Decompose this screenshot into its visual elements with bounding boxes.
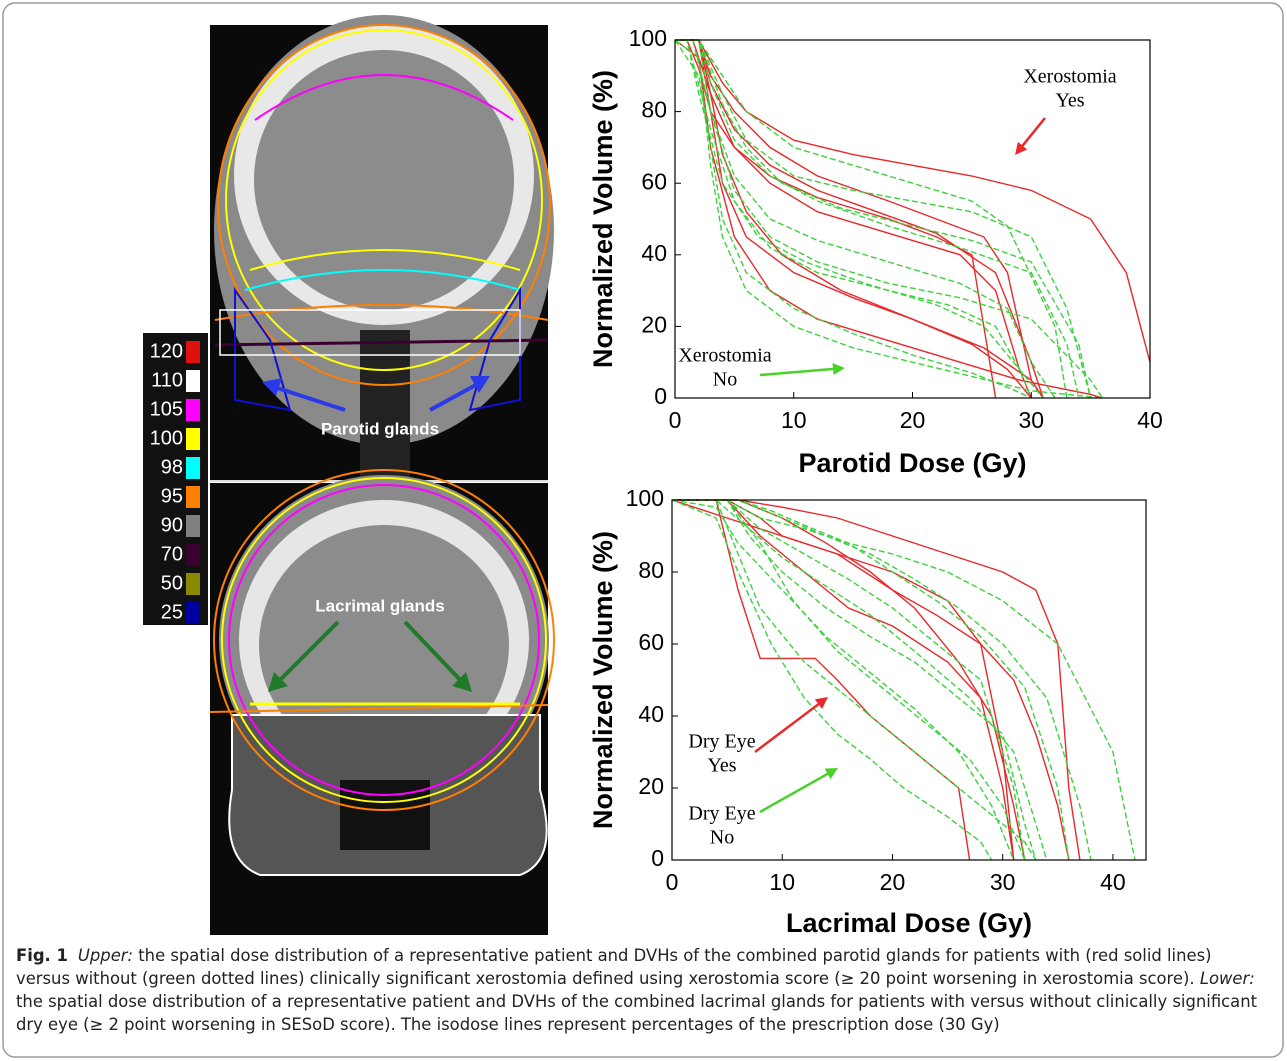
x-tick-label: 20 — [880, 869, 906, 895]
annotation-text: No — [713, 369, 737, 391]
colorbar-label: 100 — [150, 427, 183, 449]
annotation-text: Xerostomia — [678, 345, 771, 367]
colorbar-label: 95 — [161, 485, 183, 507]
y-tick-label: 100 — [629, 25, 667, 51]
x-tick-label: 10 — [781, 407, 807, 433]
caption-text: Lower: — [1200, 969, 1255, 988]
caption: Fig. 1 Upper: the spatial dose distributi… — [16, 944, 1266, 1036]
colorbar-swatch — [186, 399, 200, 421]
colorbar-label: 50 — [161, 572, 183, 594]
colorbar-label: 70 — [161, 543, 183, 565]
colorbar-label: 120 — [150, 340, 183, 362]
y-tick-label: 0 — [654, 383, 667, 409]
image-label: Lacrimal glands — [315, 596, 444, 615]
y-axis-label: Normalized Volume (%) — [588, 531, 618, 829]
x-axis-label: Parotid Dose (Gy) — [798, 448, 1026, 478]
colorbar-label: 105 — [150, 398, 183, 420]
annotation-arrow — [1020, 118, 1045, 149]
annotation-text: No — [710, 827, 734, 849]
upper-ct-image — [210, 15, 554, 481]
y-tick-label: 80 — [638, 557, 664, 583]
y-tick-label: 60 — [641, 168, 667, 194]
y-tick-label: 20 — [641, 311, 667, 337]
colorbar-label: 25 — [161, 601, 183, 623]
annotation-text: Yes — [1055, 90, 1084, 112]
y-tick-label: 20 — [638, 773, 664, 799]
x-tick-label: 40 — [1137, 407, 1163, 433]
colorbar-swatch — [186, 457, 200, 479]
y-tick-label: 60 — [638, 629, 664, 655]
colorbar-swatch — [186, 602, 200, 624]
annotation-arrow — [760, 369, 837, 375]
y-tick-label: 40 — [638, 701, 664, 727]
caption-text: Upper: — [78, 946, 133, 965]
x-tick-label: 10 — [769, 869, 795, 895]
annotation-arrowhead — [833, 363, 845, 375]
annotation-arrow — [755, 702, 822, 752]
colorbar-swatch — [186, 515, 200, 537]
colorbar-swatch — [186, 341, 200, 363]
annotation-arrowhead — [815, 697, 828, 709]
colorbar-label: 90 — [161, 514, 183, 536]
x-tick-label: 40 — [1100, 869, 1126, 895]
colorbar-swatch — [186, 428, 200, 450]
colorbar-label: 98 — [161, 456, 183, 478]
colorbar-label: 110 — [151, 369, 183, 391]
lower-ct-image — [210, 470, 554, 935]
annotation-text: Dry Eye — [688, 803, 755, 825]
y-axis-label: Normalized Volume (%) — [588, 70, 618, 368]
annotation-text: Yes — [707, 755, 736, 777]
figure-label: Fig. 1 — [16, 946, 68, 965]
annotation-text: Dry Eye — [688, 731, 755, 753]
colorbar-swatch — [186, 486, 200, 508]
x-tick-label: 0 — [669, 407, 682, 433]
figure: Parotid glands Lacrimal glands 120110105… — [0, 0, 1287, 1061]
colorbar-swatch — [186, 573, 200, 595]
y-tick-label: 100 — [626, 485, 664, 511]
x-tick-label: 30 — [1018, 407, 1044, 433]
colorbar-swatch — [186, 544, 200, 566]
colorbar-swatch — [186, 370, 200, 392]
x-axis-label: Lacrimal Dose (Gy) — [786, 908, 1032, 938]
y-tick-label: 40 — [641, 240, 667, 266]
annotation-text: Xerostomia — [1023, 66, 1116, 88]
y-tick-label: 80 — [641, 97, 667, 123]
x-tick-label: 20 — [900, 407, 926, 433]
x-tick-label: 30 — [990, 869, 1016, 895]
y-tick-label: 0 — [651, 845, 664, 871]
annotation-arrow — [760, 772, 831, 812]
caption-text: the spatial dose distribution of a repre… — [16, 992, 1257, 1034]
image-label: Parotid glands — [321, 419, 439, 438]
caption-text: the spatial dose distribution of a repre… — [16, 946, 1212, 988]
page: Parotid glands Lacrimal glands 120110105… — [0, 0, 1287, 1061]
x-tick-label: 0 — [666, 869, 679, 895]
